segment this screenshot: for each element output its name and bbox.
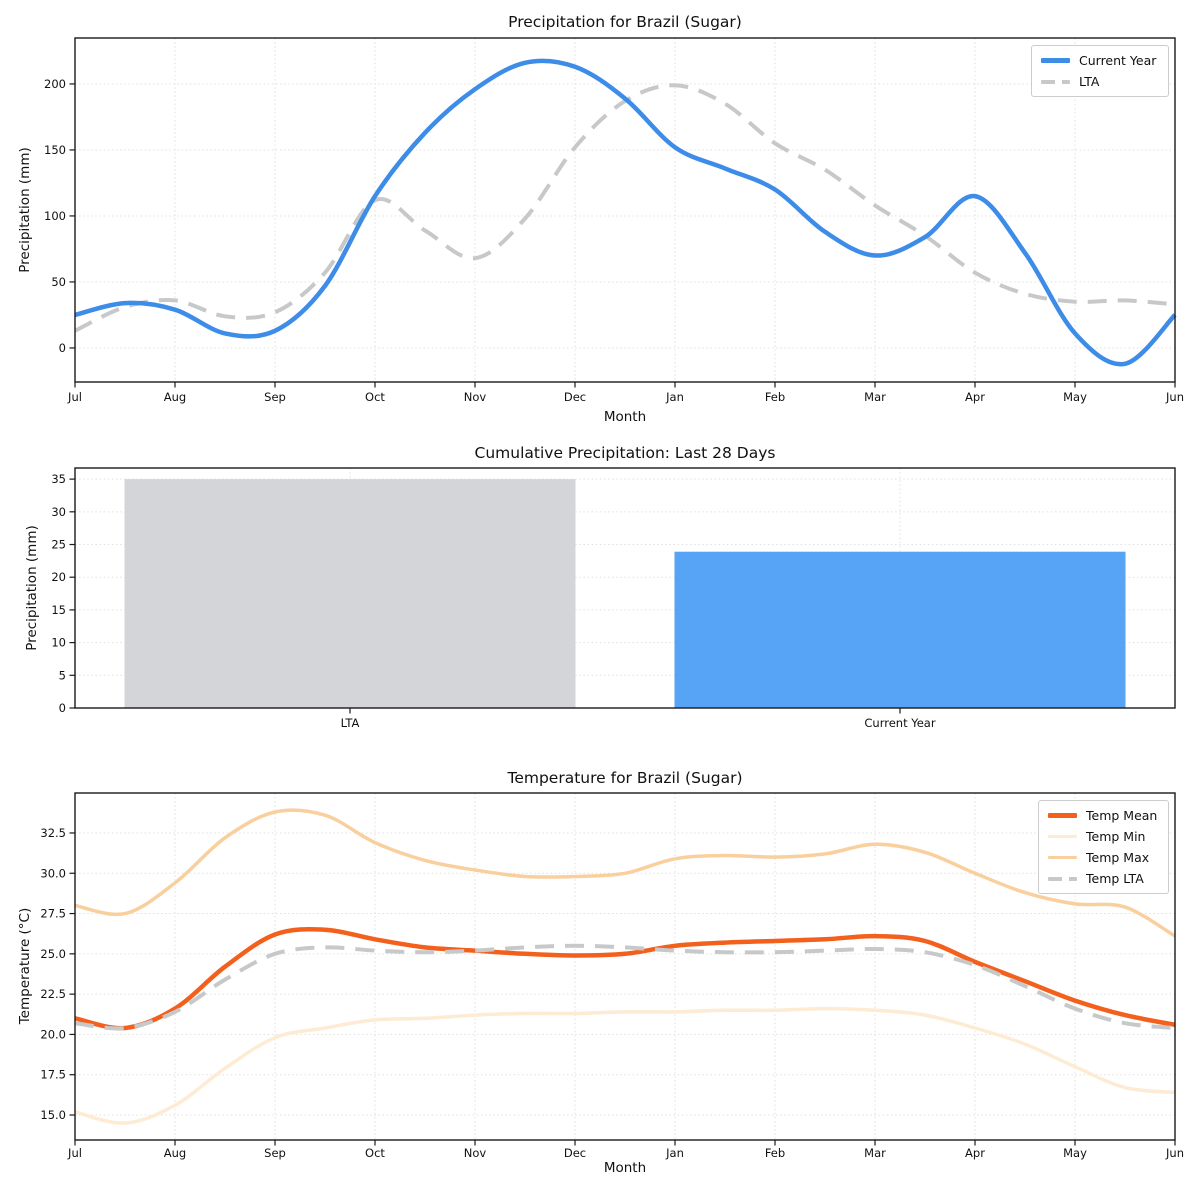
plot-border — [74, 792, 1176, 1141]
y-tick-label: 0 — [59, 701, 66, 715]
temperature-yaxis-label: Temperature (°C) — [17, 907, 33, 1025]
precipitation-chart-title: Precipitation for Brazil (Sugar) — [508, 13, 742, 31]
x-tick-label: May — [1063, 390, 1087, 404]
x-tick-label: Jun — [1165, 390, 1184, 404]
legend-item-temp-min: Temp Min — [1039, 826, 1168, 847]
precipitation-for-brazil-sugar--chart: Jul Aug Sep Oct Nov Dec Jan Feb Mar Apr May Jun 0 50 1… — [44, 37, 1184, 404]
gridlines — [74, 38, 1176, 382]
cumulative-precip-yaxis-label: Precipitation (mm) — [24, 525, 40, 651]
x-tick-label: Current Year — [864, 716, 935, 730]
temperature-xaxis-label: Month — [603, 1160, 647, 1176]
x-tick-label: Aug — [164, 1146, 186, 1160]
legend-label-lta: LTA — [1079, 74, 1100, 89]
y-tick-label: 22.5 — [40, 987, 66, 1001]
cumulative-precipitation-last-28-days-chart: LTA Current Year 0 5 10 15 20 25 30 35 — [51, 467, 1176, 730]
legend-item-current-year: Current Year — [1032, 50, 1168, 71]
y-tick-label: 30.0 — [40, 866, 66, 880]
x-tick-label: Jan — [665, 1146, 684, 1160]
temp-lta-line — [74, 943, 1176, 1031]
gridlines — [74, 793, 1176, 1140]
y-tick-label: 50 — [51, 275, 66, 289]
x-tick-label: Apr — [965, 390, 985, 404]
x-tick-label: Sep — [264, 390, 286, 404]
x-tick-label: LTA — [341, 716, 360, 730]
precipitation-legend: Current Year LTA — [1031, 45, 1169, 97]
temperature-chart-title: Temperature for Brazil (Sugar) — [507, 769, 743, 787]
x-tick-label: May — [1063, 1146, 1087, 1160]
y-tick-label: 20.0 — [40, 1027, 66, 1041]
y-tick-label: 35 — [51, 472, 66, 486]
x-tick-label: Mar — [864, 390, 886, 404]
y-tick-label: 15.0 — [40, 1108, 66, 1122]
y-tick-label: 5 — [59, 668, 66, 682]
x-tick-label: Dec — [564, 390, 586, 404]
legend-item-temp-lta: Temp LTA — [1039, 868, 1168, 889]
x-tick-label: Mar — [864, 1146, 886, 1160]
current-year-line-swatch — [1041, 58, 1070, 63]
y-tick-label: 25.0 — [40, 947, 66, 961]
x-tick-label: Feb — [765, 390, 785, 404]
x-tick-label: Oct — [365, 1146, 385, 1160]
legend-item-temp-mean: Temp Mean — [1039, 805, 1168, 826]
temp-mean-line-swatch — [1048, 813, 1077, 818]
lta-line — [74, 83, 1176, 333]
ticks: LTA Current Year 0 5 10 15 20 25 30 35 — [51, 472, 936, 730]
current-year-bar — [674, 551, 1126, 708]
y-tick-label: 25 — [51, 538, 66, 552]
lta-bar — [124, 479, 576, 708]
temp-min-line-swatch — [1048, 834, 1077, 839]
plot-border — [74, 467, 1176, 709]
x-tick-label: Dec — [564, 1146, 586, 1160]
y-tick-label: 20 — [51, 570, 66, 584]
ticks: Jul Aug Sep Oct Nov Dec Jan Feb Mar Apr May Jun 15.0… — [40, 826, 1184, 1160]
x-tick-label: Apr — [965, 1146, 985, 1160]
temp-mean-line — [74, 926, 1176, 1031]
temperature-for-brazil-sugar--chart: Jul Aug Sep Oct Nov Dec Jan Feb Mar Apr May Jun 15.0… — [40, 792, 1184, 1160]
legend-item-lta: LTA — [1032, 71, 1168, 92]
x-tick-label: Aug — [164, 390, 186, 404]
legend-item-temp-max: Temp Max — [1039, 847, 1168, 868]
x-tick-label: Sep — [264, 1146, 286, 1160]
y-tick-label: 100 — [44, 209, 66, 223]
y-tick-label: 150 — [44, 143, 66, 157]
x-tick-label: Jun — [1165, 1146, 1184, 1160]
cumulative-precip-chart-title: Cumulative Precipitation: Last 28 Days — [474, 444, 776, 462]
x-tick-label: Jul — [67, 1146, 82, 1160]
y-tick-label: 32.5 — [40, 826, 66, 840]
ticks: Jul Aug Sep Oct Nov Dec Jan Feb Mar Apr May Jun 0 50 1… — [44, 77, 1184, 404]
temp-max-line — [74, 808, 1176, 938]
legend-label-current-year: Current Year — [1079, 53, 1157, 68]
y-tick-label: 27.5 — [40, 907, 66, 921]
temp-max-line-swatch — [1048, 855, 1077, 860]
x-tick-label: Oct — [365, 390, 385, 404]
current-year-line — [74, 58, 1177, 367]
y-tick-label: 15 — [51, 603, 66, 617]
x-tick-label: Feb — [765, 1146, 785, 1160]
x-tick-label: Jan — [665, 390, 684, 404]
y-tick-label: 10 — [51, 636, 66, 650]
temperature-legend: Temp Mean Temp Min Temp Max Temp LTA — [1038, 800, 1169, 894]
legend-label-temp-min: Temp Min — [1086, 829, 1146, 844]
plot-border — [74, 37, 1176, 383]
temp-lta-line-swatch — [1048, 876, 1077, 881]
x-tick-label: Jul — [67, 390, 82, 404]
legend-label-temp-lta: Temp LTA — [1086, 871, 1144, 886]
x-tick-label: Nov — [464, 1146, 487, 1160]
temp-min-line — [74, 1006, 1176, 1125]
legend-label-temp-max: Temp Max — [1086, 850, 1150, 865]
y-tick-label: 0 — [59, 341, 66, 355]
y-tick-label: 17.5 — [40, 1068, 66, 1082]
y-tick-label: 200 — [44, 77, 66, 91]
lta-line-swatch — [1041, 79, 1070, 84]
x-tick-label: Nov — [464, 390, 487, 404]
legend-label-temp-mean: Temp Mean — [1086, 808, 1158, 823]
precipitation-yaxis-label: Precipitation (mm) — [17, 147, 33, 273]
y-tick-label: 30 — [51, 505, 66, 519]
precipitation-xaxis-label: Month — [603, 409, 647, 425]
